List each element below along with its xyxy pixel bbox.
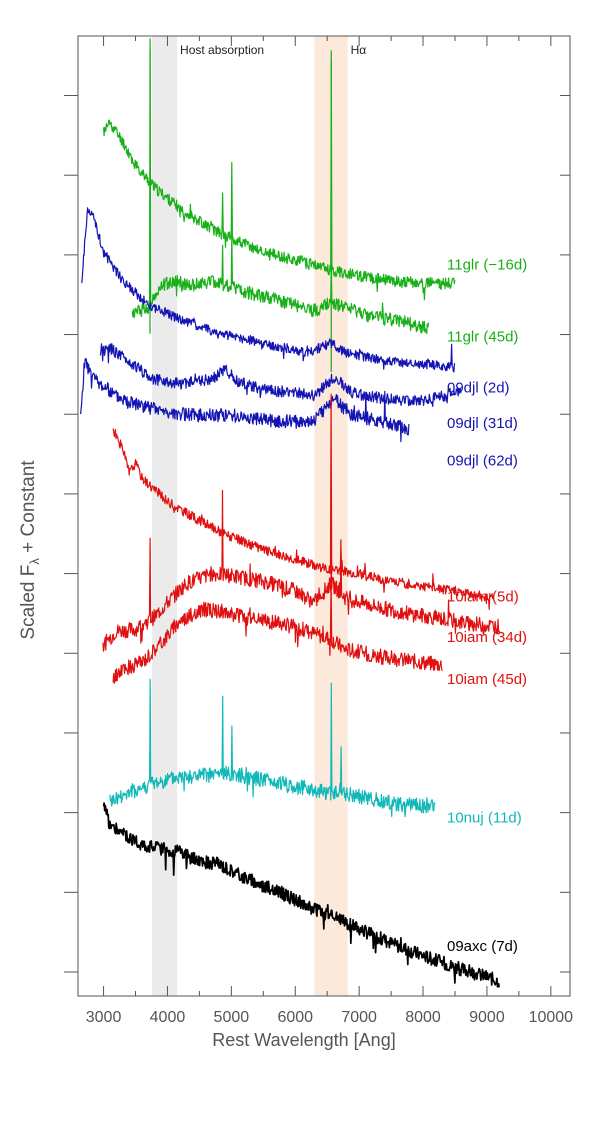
series-label: 10nuj (11d): [447, 809, 522, 826]
x-tick-label: 7000: [341, 1009, 377, 1026]
series-2: [81, 207, 456, 373]
series-4: [80, 358, 410, 443]
series-1: [131, 38, 430, 335]
y-axis-label-wrap: Scaled Fλ + Constant: [12, 340, 48, 760]
series-8: [109, 678, 436, 818]
x-tick-label: 10000: [529, 1009, 574, 1026]
series-label: 11glr (45d): [447, 328, 518, 345]
x-tick-label: 4000: [150, 1009, 186, 1026]
series-label: 10iam (5d): [447, 589, 519, 606]
x-tick-label: 6000: [277, 1009, 313, 1026]
y-axis-label: Scaled Fλ + Constant: [18, 460, 42, 639]
series-labels: 11glr (−16d) 11glr (45d) 09djl (2d) 09djl (…: [447, 256, 527, 955]
series-0: [103, 60, 456, 301]
y-axis-label-main: Scaled F: [18, 564, 40, 640]
series-label: 09djl (62d): [447, 452, 518, 469]
x-tick-label: 8000: [405, 1009, 441, 1026]
x-axis-label: Rest Wavelength [Ang]: [212, 1030, 395, 1050]
series-5: [112, 393, 494, 611]
series-label: 09djl (31d): [447, 415, 518, 432]
series-label: 11glr (−16d): [447, 256, 527, 273]
plot-frame: [77, 35, 571, 997]
series-9: [102, 802, 501, 988]
y-axis-label-rest: + Constant: [18, 460, 40, 559]
axis-ticks: 3000 4000 5000 6000 7000 8000 9000 10000: [64, 36, 573, 1026]
y-axis-label-sub: λ: [26, 558, 42, 565]
series-label: 09axc (7d): [447, 938, 518, 955]
spectra-series: [80, 38, 501, 988]
series-6: [102, 489, 501, 652]
series-3: [99, 343, 462, 407]
x-tick-label: 9000: [469, 1009, 505, 1026]
x-tick-label: 3000: [86, 1009, 122, 1026]
series-label: 09djl (2d): [447, 379, 510, 396]
series-label: 10iam (34d): [447, 629, 527, 646]
band-label-1: Hα: [351, 43, 367, 57]
series-label: 10iam (45d): [447, 671, 527, 688]
x-tick-label: 5000: [214, 1009, 250, 1026]
band-label-0: Host absorption: [180, 43, 264, 57]
series-7: [112, 575, 443, 685]
